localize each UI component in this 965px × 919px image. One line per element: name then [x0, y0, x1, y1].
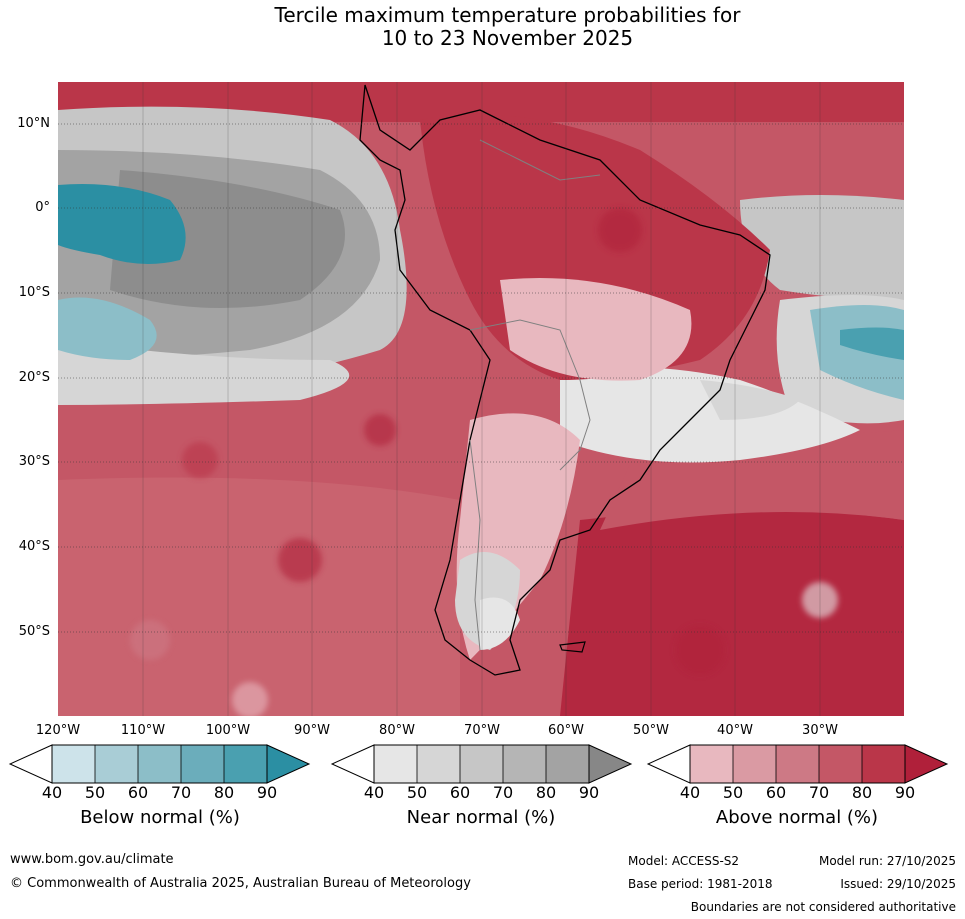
lon-label: 50°W [633, 723, 669, 738]
website-link[interactable]: www.bom.gov.au/climate [10, 852, 174, 867]
title-line-1: Tercile maximum temperature probabilitie… [274, 3, 741, 27]
lon-label: 60°W [548, 723, 584, 738]
colorbar-near [330, 744, 633, 784]
base-period: Base period: 1981-2018 [628, 877, 773, 891]
cbar-tick: 60 [765, 783, 787, 802]
probability-field [58, 82, 904, 716]
cbar-tick: 50 [722, 783, 744, 802]
cbar-tick: 50 [406, 783, 428, 802]
lat-label: 50°S [18, 624, 50, 639]
lon-label: 110°W [120, 723, 166, 738]
lon-label: 30°W [802, 723, 838, 738]
cbar-tick: 90 [894, 783, 916, 802]
cbar-title-below: Below normal (%) [80, 807, 240, 828]
lon-label: 40°W [717, 723, 753, 738]
lon-label: 120°W [35, 723, 81, 738]
cbar-tick: 60 [127, 783, 149, 802]
lat-label: 10°N [17, 116, 50, 131]
south-america-coastline [359, 84, 771, 676]
map-title: Tercile maximum temperature probabilitie… [0, 4, 965, 50]
lon-label: 90°W [294, 723, 330, 738]
colorbar-below [8, 744, 311, 784]
title-line-2: 10 to 23 November 2025 [381, 26, 634, 50]
cbar-tick: 40 [679, 783, 701, 802]
lat-label: 0° [35, 200, 50, 215]
copyright: © Commonwealth of Australia 2025, Austra… [10, 876, 471, 891]
disclaimer: Boundaries are not considered authoritat… [690, 900, 956, 914]
lon-label: 80°W [379, 723, 415, 738]
cbar-tick: 90 [578, 783, 600, 802]
lon-label: 70°W [464, 723, 500, 738]
cbar-title-above: Above normal (%) [715, 807, 879, 828]
lon-label: 100°W [205, 723, 251, 738]
cbar-tick: 70 [808, 783, 830, 802]
cbar-tick: 40 [41, 783, 63, 802]
cbar-tick: 80 [535, 783, 557, 802]
model-run: Model run: 27/10/2025 [818, 854, 956, 868]
cbar-tick: 40 [363, 783, 385, 802]
lat-label: 30°S [18, 454, 50, 469]
issued-date: Issued: 29/10/2025 [840, 877, 956, 891]
cbar-tick: 90 [256, 783, 278, 802]
cbar-tick: 70 [170, 783, 192, 802]
colorbar-above [646, 744, 949, 784]
cbar-tick: 80 [851, 783, 873, 802]
lat-label: 40°S [18, 539, 50, 554]
lat-label: 10°S [18, 285, 50, 300]
cbar-tick: 80 [213, 783, 235, 802]
lat-label: 20°S [18, 370, 50, 385]
model-name: Model: ACCESS-S2 [628, 854, 740, 868]
cbar-title-near: Near normal (%) [406, 807, 556, 828]
cbar-tick: 50 [84, 783, 106, 802]
cbar-tick: 70 [492, 783, 514, 802]
cbar-tick: 60 [449, 783, 471, 802]
